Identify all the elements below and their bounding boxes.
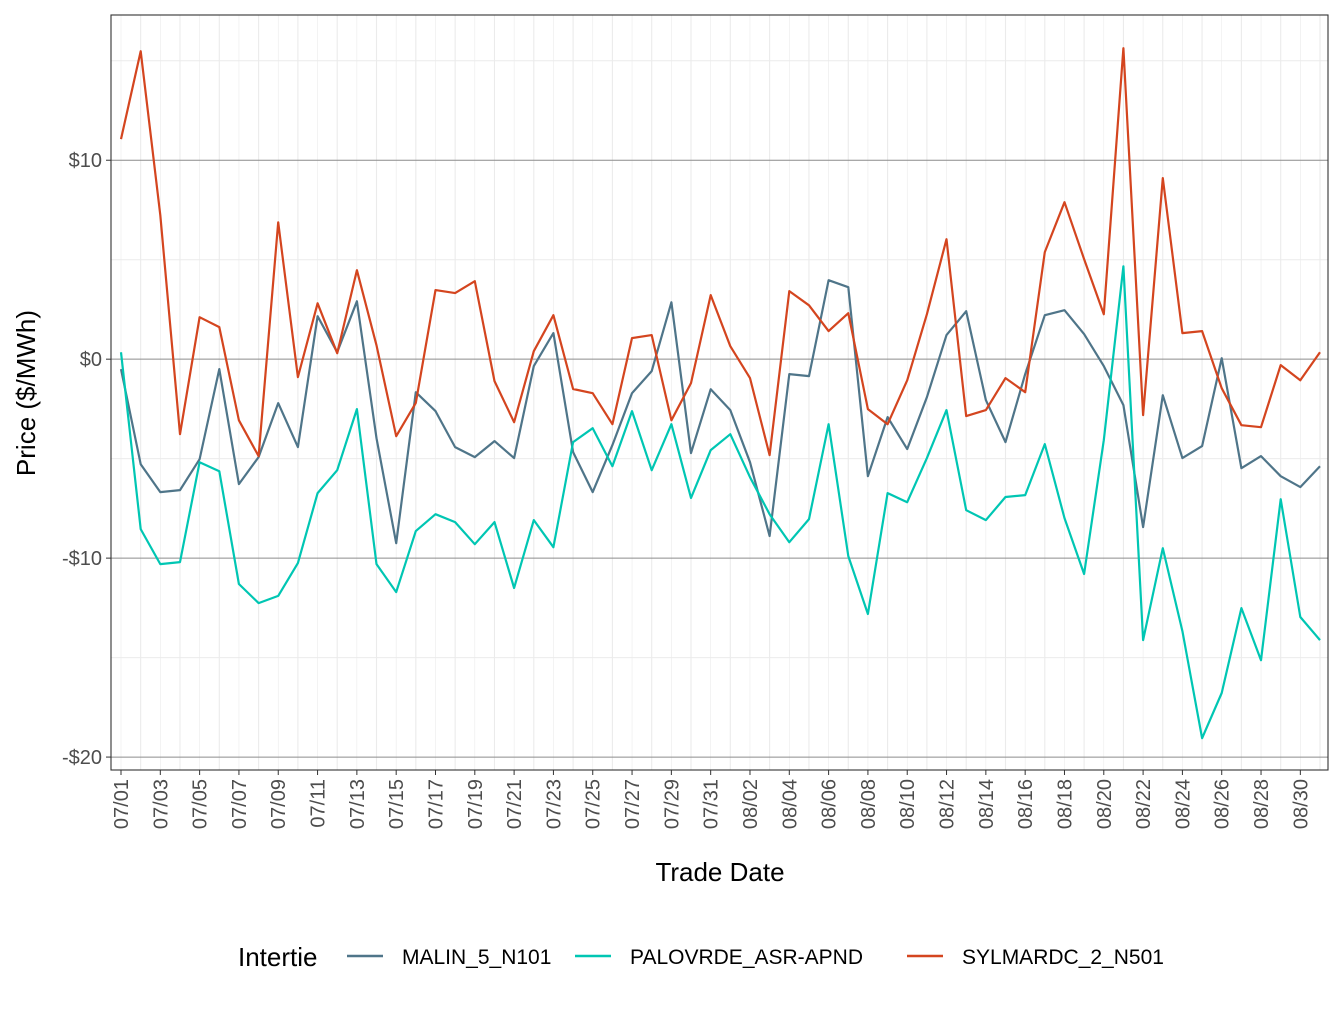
series-line-malin_5_n101 bbox=[119, 279, 1321, 545]
x-tick-label: 07/19 bbox=[465, 779, 487, 829]
y-tick-label: -$10 bbox=[62, 548, 102, 570]
y-axis: $10 $0 -$10 -$20 bbox=[62, 150, 111, 769]
series-lines bbox=[119, 47, 1321, 740]
x-tick-label: 07/23 bbox=[543, 779, 565, 829]
x-tick-label: 08/08 bbox=[858, 779, 880, 829]
x-tick-label: 08/16 bbox=[1015, 779, 1037, 829]
y-axis-title: Price ($/MWh) bbox=[11, 310, 41, 476]
x-tick-label: 08/12 bbox=[937, 779, 959, 829]
grid bbox=[111, 15, 1328, 770]
x-tick-label: 07/13 bbox=[347, 779, 369, 829]
x-tick-label: 08/14 bbox=[976, 779, 998, 829]
legend-label: MALIN_5_N101 bbox=[402, 946, 551, 969]
legend-title: Intertie bbox=[238, 942, 318, 972]
x-tick-label: 08/26 bbox=[1212, 779, 1234, 829]
x-tick-label: 08/10 bbox=[897, 779, 919, 829]
x-axis-title: Trade Date bbox=[655, 857, 784, 887]
x-tick-label: 08/30 bbox=[1290, 779, 1312, 829]
x-tick-label: 07/11 bbox=[308, 779, 330, 828]
legend: Intertie MALIN_5_N101 PALOVRDE_ASR-APND SY… bbox=[238, 942, 1164, 972]
x-tick-label: 08/18 bbox=[1054, 779, 1076, 829]
panel-border bbox=[110, 14, 1329, 771]
y-tick-label: $0 bbox=[80, 349, 102, 371]
series-line-palovrde_asr-apnd bbox=[119, 265, 1321, 740]
x-tick-label: 07/07 bbox=[229, 779, 251, 829]
x-tick-label: 07/27 bbox=[622, 779, 644, 829]
x-tick-label: 07/17 bbox=[425, 779, 447, 829]
legend-label: PALOVRDE_ASR-APND bbox=[630, 946, 863, 969]
x-tick-label: 08/06 bbox=[819, 779, 841, 829]
x-tick-label: 07/29 bbox=[661, 779, 683, 829]
x-tick-label: 08/22 bbox=[1133, 779, 1155, 829]
x-tick-label: 08/04 bbox=[779, 779, 801, 829]
x-tick-label: 07/05 bbox=[190, 779, 212, 829]
legend-label: SYLMARDC_2_N501 bbox=[962, 946, 1164, 969]
x-tick-label: 08/28 bbox=[1251, 779, 1273, 829]
x-tick-label: 08/20 bbox=[1094, 779, 1116, 829]
x-tick-label: 07/09 bbox=[268, 779, 290, 829]
x-tick-label: 07/31 bbox=[701, 779, 723, 829]
x-tick-label: 07/15 bbox=[386, 779, 408, 829]
x-tick-label: 08/24 bbox=[1172, 779, 1194, 829]
y-tick-label: -$20 bbox=[62, 747, 102, 769]
x-tick-label: 07/03 bbox=[150, 779, 172, 829]
x-tick-label: 07/01 bbox=[111, 779, 133, 829]
y-tick-label: $10 bbox=[69, 150, 102, 172]
x-tick-label: 08/02 bbox=[740, 779, 762, 829]
series-line-sylmardc_2_n501 bbox=[119, 47, 1321, 458]
x-axis: 07/01 07/03 07/05 07/07 07/09 07/11 07/13 07/15… bbox=[111, 770, 1312, 829]
x-tick-label: 07/25 bbox=[583, 779, 605, 829]
x-tick-label: 07/21 bbox=[504, 779, 526, 829]
